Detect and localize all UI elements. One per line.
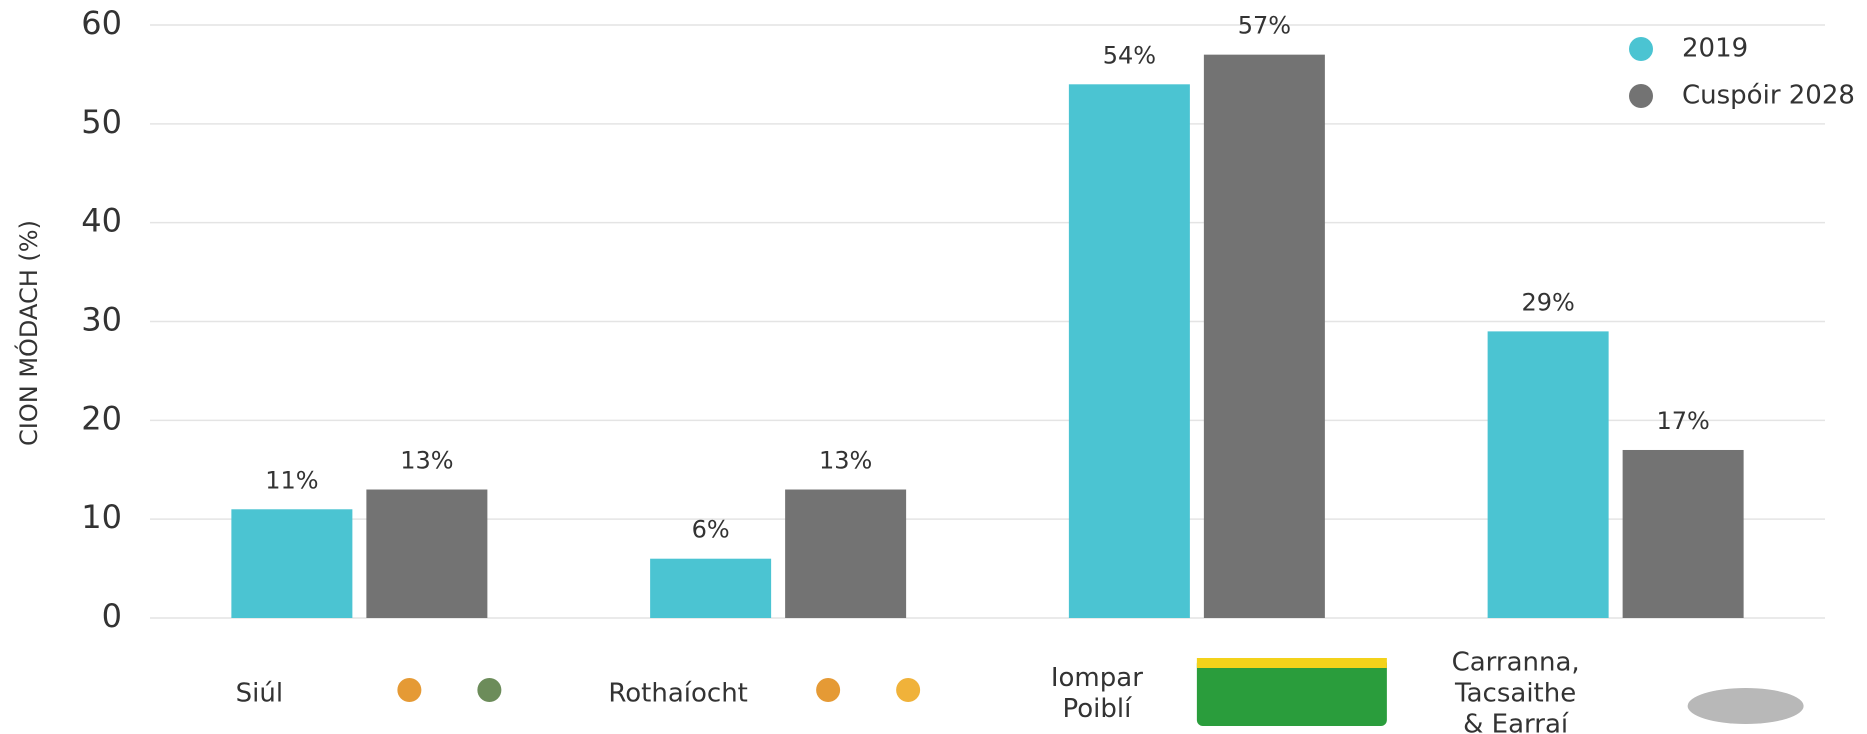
legend-label: 2019 xyxy=(1682,34,1748,64)
y-tick-label: 20 xyxy=(81,399,122,437)
legend-marker xyxy=(1629,37,1653,61)
legend-label: Cuspóir 2028 xyxy=(1682,81,1855,111)
car-body xyxy=(1687,688,1804,724)
x-tick-label: Iompar Poiblí xyxy=(1050,663,1143,724)
y-tick-label: 60 xyxy=(81,4,122,42)
x-tick-label: Carranna, Tacsaithe & Earraí xyxy=(1451,647,1580,734)
y-tick-label: 10 xyxy=(81,498,122,536)
category-icon xyxy=(1196,658,1387,726)
bar xyxy=(785,489,907,618)
value-label: 6% xyxy=(692,516,730,544)
bar xyxy=(366,489,488,618)
value-label: 54% xyxy=(1103,41,1156,69)
value-label: 11% xyxy=(265,466,318,494)
value-label: 17% xyxy=(1656,407,1709,435)
icon-dot xyxy=(477,678,502,702)
bar xyxy=(1068,84,1190,619)
value-label: 13% xyxy=(819,447,872,475)
y-tick-label: 0 xyxy=(102,597,122,635)
x-tick-label: Rothaíocht xyxy=(608,678,748,709)
icon-dot xyxy=(816,678,841,702)
category-icon xyxy=(816,678,921,702)
x-tick-label: Siúl xyxy=(235,678,284,709)
icon-dot xyxy=(397,678,422,702)
value-label: 29% xyxy=(1521,288,1574,316)
y-axis-label: CION MÓDACH (%) xyxy=(13,220,43,446)
bus-body xyxy=(1196,658,1387,726)
category-icon xyxy=(1687,688,1804,724)
bar xyxy=(231,509,353,618)
y-tick-label: 40 xyxy=(81,202,122,240)
bar xyxy=(1622,449,1744,618)
bus-roof xyxy=(1196,658,1387,668)
y-tick-label: 30 xyxy=(81,301,122,339)
bar xyxy=(650,558,772,618)
category-icon xyxy=(397,678,502,702)
value-label: 57% xyxy=(1238,12,1291,40)
y-tick-label: 50 xyxy=(81,103,122,141)
value-label: 13% xyxy=(400,447,453,475)
bar xyxy=(1487,331,1609,618)
legend-marker xyxy=(1629,84,1653,108)
bar xyxy=(1203,54,1325,618)
icon-dot xyxy=(896,678,921,702)
